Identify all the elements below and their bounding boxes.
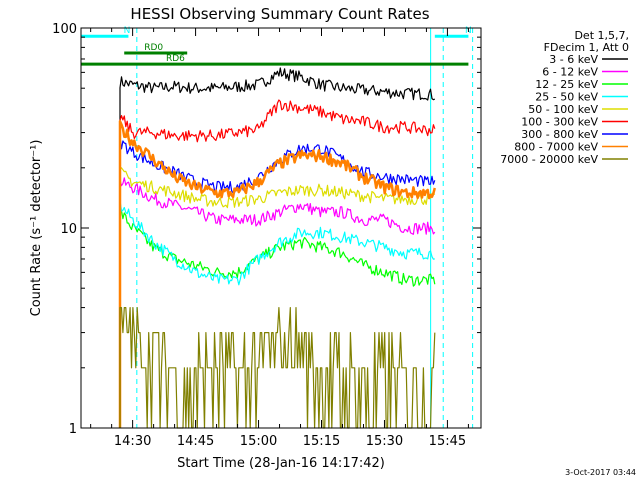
y-tick-label-10: 10	[60, 222, 77, 237]
y-axis-label: Count Rate (s⁻¹ detector⁻¹)	[29, 140, 44, 317]
x-tick-label-1430: 14:30	[114, 434, 151, 449]
series-layer	[118, 67, 437, 429]
annotation-label-rd6-3: RD6	[166, 54, 185, 64]
series-line-6-12-kev	[119, 177, 436, 428]
chart-title: HESSI Observing Summary Count Rates	[130, 5, 429, 23]
footer-date: 3-Oct-2017 03:44	[565, 468, 636, 477]
legend-label-8: 7000 - 20000 keV	[500, 153, 598, 166]
series-line-25-50-kev	[119, 200, 435, 428]
x-axis-label: Start Time (28-Jan-16 14:17:42)	[177, 456, 385, 471]
legend-header-line-2: FDecim 1, Att 0	[544, 41, 629, 54]
legend-label-6: 300 - 800 keV	[521, 128, 598, 141]
x-tick-label-1545: 15:45	[429, 434, 466, 449]
series-line-50-100-kev	[119, 167, 436, 428]
x-tick-label-1515: 15:15	[303, 434, 340, 449]
x-tick-label-1530: 15:30	[366, 434, 403, 449]
series-line-100-300-kev	[119, 99, 436, 428]
annotation-label-rd0-2: RD0	[144, 43, 163, 53]
legend-label-7: 800 - 7000 keV	[514, 141, 598, 154]
x-tick-label-1445: 14:45	[177, 434, 214, 449]
legend-label-3: 25 - 50 keV	[535, 91, 598, 104]
legend-header-line-1: Det 1,5,7,	[574, 29, 629, 42]
series-line-7000-20000-kev	[119, 307, 436, 429]
series-line-3-6-kev	[119, 67, 436, 428]
legend-label-1: 6 - 12 keV	[542, 66, 598, 79]
annotation-label-n-0: N	[124, 26, 131, 36]
legend-label-2: 12 - 25 keV	[535, 78, 598, 91]
axis-layer: 1 10 100 14:30 14:45 15:00 15:15 15:30 15:45	[52, 22, 481, 449]
series-line-800-7000-kev	[118, 119, 437, 428]
y-tick-label-100: 100	[52, 22, 77, 37]
legend-label-0: 3 - 6 keV	[549, 53, 598, 66]
legend-label-4: 50 - 100 keV	[528, 103, 598, 116]
y-tick-label-1: 1	[69, 422, 77, 437]
x-tick-label-1500: 15:00	[240, 434, 277, 449]
legend-label-5: 100 - 300 keV	[521, 116, 598, 129]
